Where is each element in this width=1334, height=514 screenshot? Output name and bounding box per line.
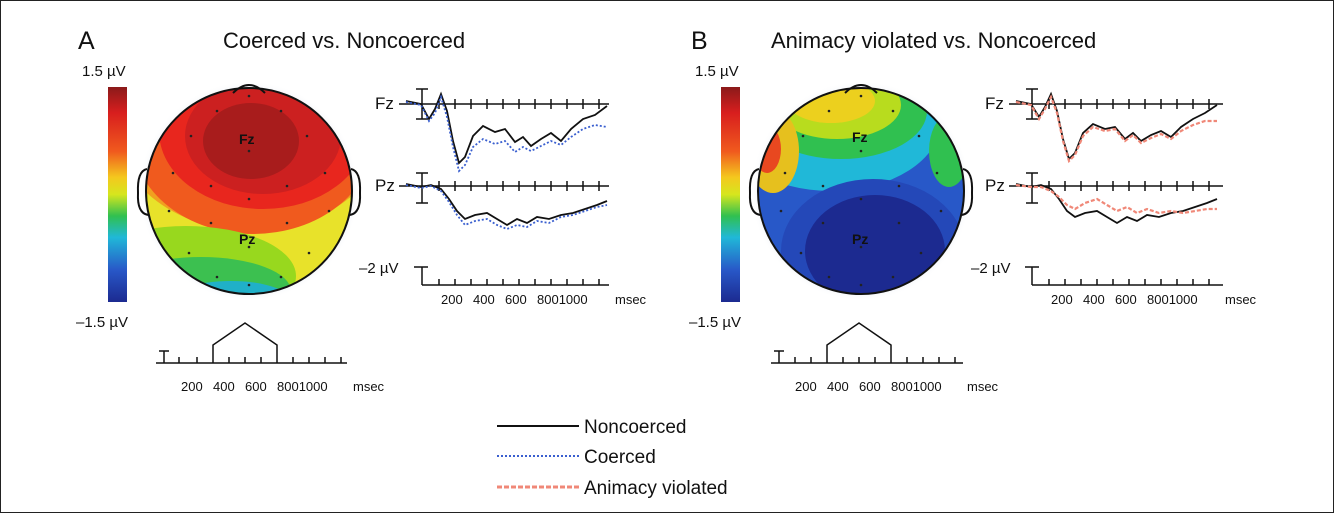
electrode-pz-label: Pz xyxy=(239,231,255,247)
time-tick: 400 xyxy=(213,379,235,394)
scale-min-label: –1.5 µV xyxy=(76,314,128,331)
time-unit: msec xyxy=(1225,292,1257,307)
scale-max-label: 1.5 µV xyxy=(695,63,739,80)
scale-max-label: 1.5 µV xyxy=(82,63,126,80)
trace-noncoerced-pz xyxy=(405,183,608,227)
time-tick: 200 xyxy=(795,379,817,394)
time-tick: 8001000 xyxy=(537,292,588,307)
legend-label: Noncoerced xyxy=(584,417,686,438)
trace-animacy-pz xyxy=(1015,183,1217,215)
legend-label: Animacy violated xyxy=(584,478,728,499)
time-tick: 8001000 xyxy=(277,379,328,394)
legend-label: Coerced xyxy=(584,447,656,468)
electrode-fz-label: Fz xyxy=(852,129,868,145)
panel-title: Animacy violated vs. Noncoerced xyxy=(771,28,1096,53)
channel-pz-label: Pz xyxy=(375,176,395,195)
time-tick: 8001000 xyxy=(1147,292,1198,307)
time-tick: 200 xyxy=(1051,292,1073,307)
trace-coerced-pz xyxy=(405,184,608,230)
channel-pz-label: Pz xyxy=(985,176,1005,195)
time-tick: 600 xyxy=(1115,292,1137,307)
amplitude-label: –2 µV xyxy=(971,260,1011,277)
time-tick: 200 xyxy=(441,292,463,307)
time-tick: 400 xyxy=(1083,292,1105,307)
time-unit: msec xyxy=(967,379,999,394)
electrode-pz-label: Pz xyxy=(852,231,868,247)
time-tick: 600 xyxy=(245,379,267,394)
panel-letter: B xyxy=(691,27,708,55)
channel-fz-label: Fz xyxy=(375,94,394,113)
color-scale: 1.5 µV –1.5 µV xyxy=(76,63,128,331)
time-tick: 200 xyxy=(181,379,203,394)
trace-noncoerced-fz xyxy=(405,91,608,165)
time-unit: msec xyxy=(615,292,647,307)
colorbar xyxy=(108,87,127,302)
channel-fz-label: Fz xyxy=(985,94,1004,113)
time-tick: 8001000 xyxy=(891,379,942,394)
time-tick: 600 xyxy=(859,379,881,394)
panel-b: B Animacy violated vs. Noncoerced 1.5 µV… xyxy=(689,27,1257,394)
trace-noncoerced-fz xyxy=(1015,91,1218,161)
time-tick: 400 xyxy=(827,379,849,394)
panel-title: Coerced vs. Noncoerced xyxy=(223,28,465,53)
amplitude-label: –2 µV xyxy=(359,260,399,277)
erp-waveforms: Fz Pz –2 µV xyxy=(359,88,647,307)
legend: Noncoerced Coerced Animacy violated xyxy=(497,417,728,499)
time-window-axis xyxy=(156,322,347,364)
scalp-topography: Fz Pz xyxy=(748,81,974,301)
time-tick: 400 xyxy=(473,292,495,307)
time-tick: 600 xyxy=(505,292,527,307)
electrode-fz-label: Fz xyxy=(239,131,255,147)
time-unit: msec xyxy=(353,379,385,394)
trace-coerced-fz xyxy=(405,94,608,173)
panel-a: A Coerced vs. Noncoerced 1.5 µV –1.5 µV xyxy=(76,27,647,394)
erp-waveforms: Fz Pz –2 µV xyxy=(971,88,1257,307)
panel-letter: A xyxy=(78,27,95,55)
color-scale: 1.5 µV –1.5 µV xyxy=(689,63,741,331)
time-window-axis xyxy=(771,322,963,364)
scale-min-label: –1.5 µV xyxy=(689,314,741,331)
colorbar xyxy=(721,87,740,302)
